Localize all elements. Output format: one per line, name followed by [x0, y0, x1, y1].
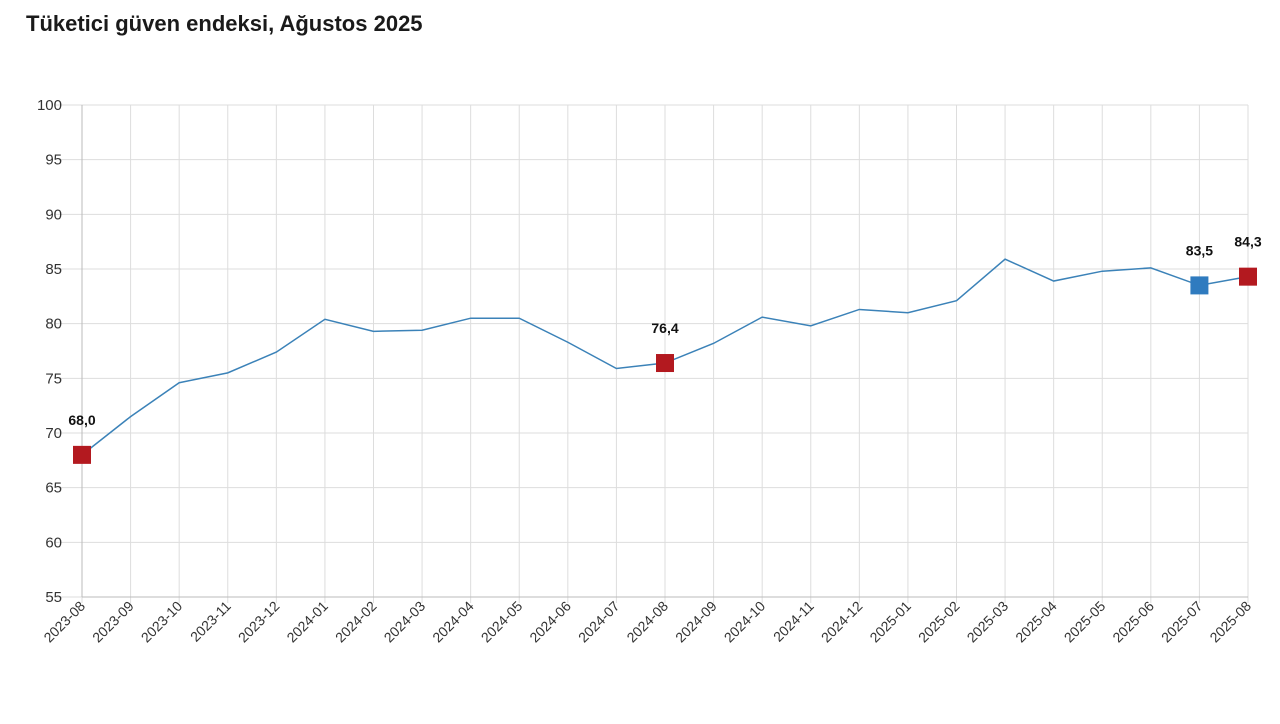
- x-tick-label: 2025-01: [866, 598, 914, 646]
- y-tick-label: 95: [45, 152, 62, 169]
- highlight-marker: [1239, 267, 1257, 286]
- x-tick-label: 2024-07: [575, 598, 623, 646]
- x-tick-label: 2024-05: [478, 598, 526, 646]
- x-tick-label: 2023-12: [235, 598, 283, 646]
- y-tick-label: 85: [45, 261, 62, 278]
- highlight-marker: [656, 354, 674, 373]
- x-tick-label: 2024-04: [429, 598, 477, 646]
- x-tick-label: 2024-09: [672, 598, 720, 646]
- y-tick-label: 80: [45, 316, 62, 333]
- x-tick-label: 2024-11: [770, 598, 817, 645]
- x-tick-label: 2025-03: [964, 598, 1012, 646]
- data-label: 83,5: [1186, 242, 1213, 258]
- x-tick-label: 2023-10: [138, 598, 186, 646]
- data-label: 84,3: [1234, 234, 1261, 250]
- highlight-marker: [1190, 276, 1209, 295]
- y-tick-label: 55: [45, 589, 62, 606]
- y-tick-label: 70: [45, 425, 62, 442]
- x-tick-label: 2024-06: [526, 598, 574, 646]
- y-tick-label: 75: [45, 370, 62, 387]
- x-tick-label: 2023-11: [187, 598, 234, 645]
- x-tick-label: 2025-02: [915, 598, 963, 646]
- x-tick-label: 2025-04: [1012, 598, 1060, 646]
- x-tick-label: 2024-02: [332, 598, 380, 646]
- highlight-marker: [73, 445, 91, 464]
- x-tick-label: 2024-10: [721, 598, 769, 646]
- y-tick-label: 90: [45, 206, 62, 223]
- x-tick-label: 2024-12: [818, 598, 866, 646]
- x-tick-label: 2025-06: [1109, 598, 1157, 646]
- y-tick-label: 60: [45, 534, 62, 551]
- x-tick-label: 2025-08: [1206, 598, 1254, 646]
- y-tick-label: 100: [37, 97, 62, 114]
- data-label: 68,0: [68, 412, 95, 428]
- x-tick-label: 2024-03: [381, 598, 429, 646]
- chart-title: Tüketici güven endeksi, Ağustos 2025: [26, 11, 423, 36]
- x-tick-label: 2024-01: [283, 598, 331, 646]
- x-tick-label: 2024-08: [623, 598, 671, 646]
- x-tick-label: 2023-09: [89, 598, 137, 646]
- x-tick-label: 2025-07: [1158, 598, 1206, 646]
- x-tick-label: 2025-05: [1061, 598, 1109, 646]
- data-label: 76,4: [651, 320, 678, 336]
- y-tick-label: 65: [45, 480, 62, 497]
